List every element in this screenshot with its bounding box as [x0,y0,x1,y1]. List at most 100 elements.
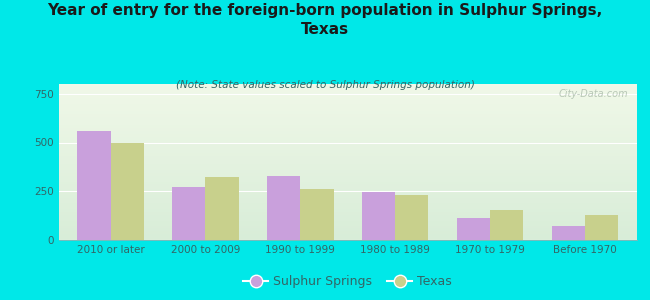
Bar [58,218,637,220]
Bar [58,196,637,198]
Bar [58,195,637,196]
Bar [77,131,110,240]
Bar [58,103,637,104]
Bar [58,106,637,107]
Bar [58,182,637,184]
Bar [58,87,637,89]
Bar [58,89,637,90]
Bar [58,171,637,173]
Bar [58,162,637,164]
Bar [490,210,523,240]
Bar [58,165,637,167]
Bar [205,177,239,240]
Bar [58,132,637,134]
Bar [58,118,637,120]
Bar [58,128,637,129]
Bar [58,212,637,214]
Bar [58,90,637,92]
Bar [58,112,637,114]
Bar [58,100,637,101]
Bar [58,110,637,112]
Text: Year of entry for the foreign-born population in Sulphur Springs,
Texas: Year of entry for the foreign-born popul… [47,3,603,37]
Bar [58,220,637,221]
Bar [58,129,637,131]
Bar [58,139,637,140]
Bar [457,218,490,240]
Bar [58,104,637,106]
Bar [58,227,637,229]
Bar [58,198,637,200]
Bar [58,231,637,232]
Bar [58,101,637,103]
Bar [58,159,637,160]
Bar [58,235,637,237]
Bar [172,187,205,240]
Bar [58,179,637,181]
Bar [58,115,637,117]
Bar [58,109,637,110]
Bar [58,226,637,227]
Bar [58,137,637,139]
Bar [58,146,637,148]
Bar [58,154,637,156]
Bar [58,184,637,185]
Bar [58,224,637,226]
Bar [58,148,637,149]
Bar [58,122,637,123]
Bar [58,92,637,93]
Bar [58,124,637,126]
Bar [58,192,637,193]
Bar [58,107,637,109]
Bar [58,204,637,206]
Bar [58,145,637,146]
Bar [395,195,428,240]
Legend: Sulphur Springs, Texas: Sulphur Springs, Texas [239,270,457,293]
Bar [58,221,637,223]
Bar [552,226,585,240]
Bar [58,201,637,202]
Bar [58,193,637,195]
Bar [58,187,637,188]
Bar [58,207,637,209]
Bar [58,188,637,190]
Bar [300,189,333,240]
Bar [58,93,637,95]
Text: (Note: State values scaled to Sulphur Springs population): (Note: State values scaled to Sulphur Sp… [176,80,474,89]
Bar [58,175,637,176]
Bar [58,237,637,238]
Bar [58,142,637,143]
Bar [58,97,637,98]
Bar [58,206,637,207]
Bar [58,167,637,168]
Text: City-Data.com: City-Data.com [559,89,629,99]
Bar [58,168,637,170]
Bar [58,202,637,204]
Bar [58,151,637,153]
Bar [58,123,637,124]
Bar [58,120,637,122]
Bar [58,140,637,142]
Bar [58,238,637,240]
Bar [58,134,637,136]
Bar [58,229,637,231]
Bar [58,157,637,159]
Bar [58,160,637,162]
Bar [58,85,637,87]
Bar [58,117,637,118]
Bar [58,200,637,201]
Bar [58,114,637,115]
Bar [58,136,637,137]
Bar [58,210,637,212]
Bar [58,95,637,97]
Bar [58,209,637,210]
Bar [362,192,395,240]
Bar [58,190,637,192]
Bar [58,164,637,165]
Bar [58,176,637,178]
Bar [58,178,637,179]
Bar [58,153,637,154]
Bar [58,181,637,182]
Bar [111,143,144,240]
Bar [58,214,637,215]
Bar [58,149,637,151]
